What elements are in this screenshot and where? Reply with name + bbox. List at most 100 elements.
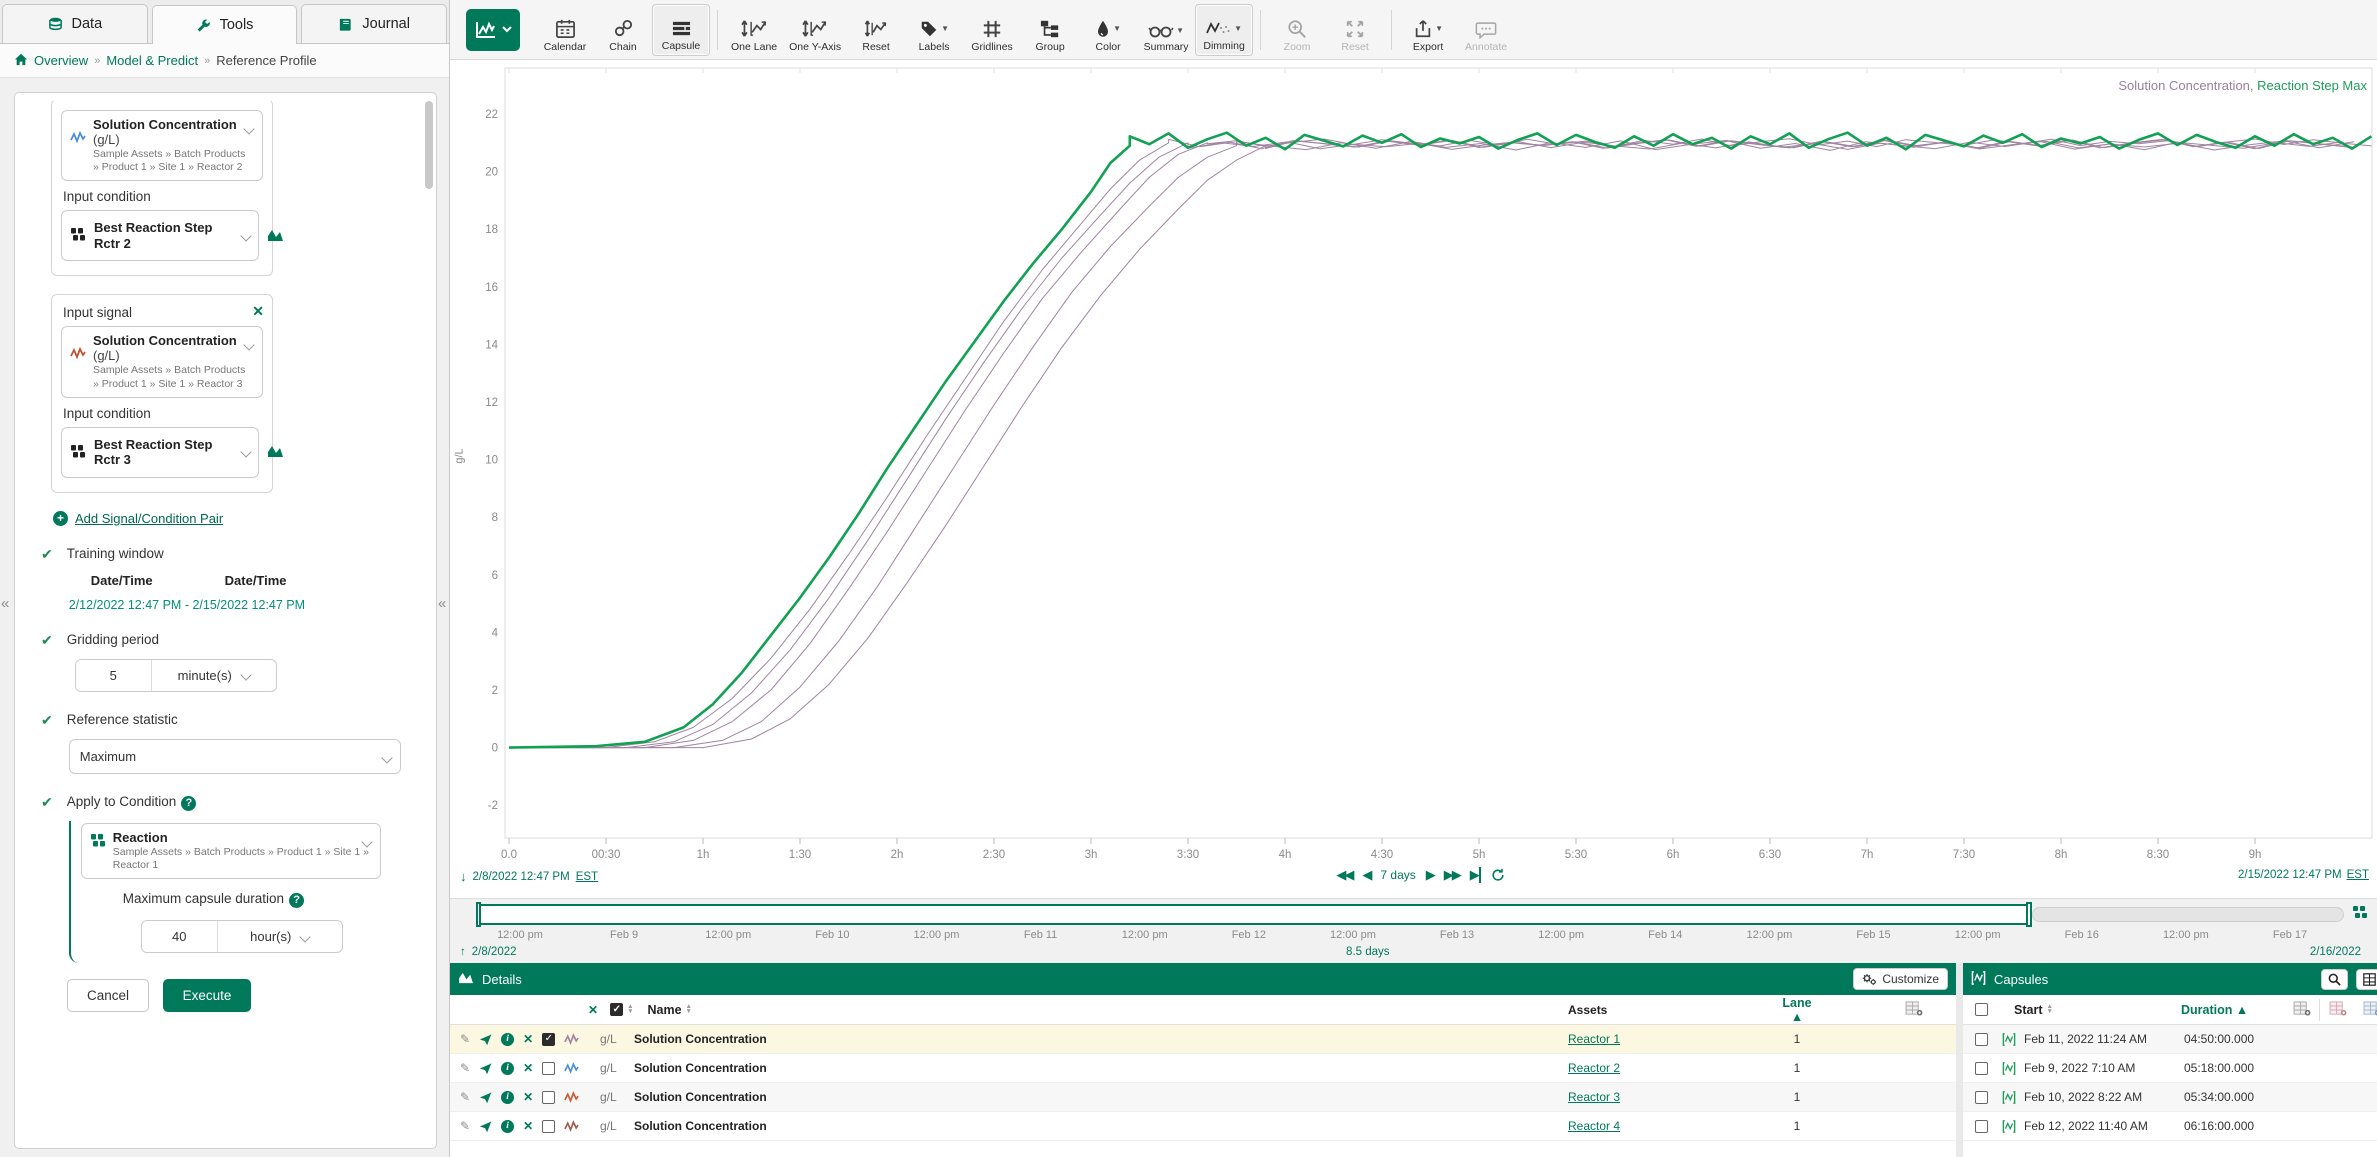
name-column-header[interactable]: Name <box>647 1002 682 1017</box>
range-start-date[interactable]: 2/8/2022 12:47 PM <box>472 870 570 883</box>
input-condition-select-1[interactable]: Best Reaction Step Rctr 2 <box>61 210 259 262</box>
timezone-link[interactable]: EST <box>2346 869 2369 881</box>
row-checkbox[interactable] <box>542 1090 556 1104</box>
reference-statistic-select[interactable]: Maximum <box>68 738 401 774</box>
apply-condition-select[interactable]: Reaction Sample Assets » Batch Products … <box>80 822 381 880</box>
add-signal-condition-pair-link[interactable]: Add Signal/Condition Pair <box>75 510 224 526</box>
chart-type-dropdown-button[interactable] <box>466 8 520 51</box>
remove-icon[interactable]: ✕ <box>523 1119 534 1133</box>
input-condition-select-2[interactable]: Best Reaction Step Rctr 3 <box>61 426 259 478</box>
timebar-track[interactable] <box>2032 907 2344 922</box>
execute-button[interactable]: Execute <box>163 979 251 1013</box>
max-duration-unit-select[interactable]: hour(s) <box>218 921 342 952</box>
capsule-row[interactable]: Feb 12, 2022 11:40 AM 06:16:00.000 <box>1963 1112 2377 1141</box>
assets-column-header[interactable]: Assets <box>1568 1002 1608 1017</box>
row-checkbox[interactable] <box>542 1119 556 1133</box>
capsule-search-button[interactable] <box>2321 968 2348 990</box>
series-solution-concentration-4[interactable] <box>509 140 2354 749</box>
tab-journal[interactable]: Journal <box>301 4 448 43</box>
view-on-chart-icon[interactable] <box>267 443 284 461</box>
send-icon[interactable] <box>479 1033 492 1046</box>
toolbar-annotate-button[interactable]: Annotate <box>1457 4 1515 56</box>
collapse-left-edge-icon[interactable]: « <box>1 595 10 612</box>
input-signal-select-1[interactable]: Solution Concentration (g/L) Sample Asse… <box>61 110 263 182</box>
customize-button[interactable]: Customize <box>1853 968 1948 990</box>
step-forward-full-icon[interactable]: ▶▶ <box>1443 867 1462 882</box>
send-icon[interactable] <box>479 1120 492 1133</box>
sort-icon[interactable]: ▲ ▼ <box>685 1003 692 1015</box>
max-duration-value-input[interactable] <box>141 921 218 953</box>
toolbar-reset-zoom-button[interactable]: Reset <box>1326 4 1384 56</box>
send-icon[interactable] <box>479 1091 492 1104</box>
select-all-checkbox[interactable] <box>610 1003 624 1016</box>
timebar-start-date[interactable]: 2/8/2022 <box>471 946 517 958</box>
asset-link[interactable]: Reactor 2 <box>1568 1061 1621 1075</box>
timebar-left-handle[interactable] <box>476 902 481 927</box>
details-row-reactor-3[interactable]: ✎ i ✕ g/L Solution Concentration Reactor 3 1 <box>450 1083 1956 1112</box>
toolbar-dimming-button[interactable]: ▼ Dimming <box>1195 3 1254 56</box>
toolbar-zoom-button[interactable]: Zoom <box>1268 4 1326 56</box>
start-column-header[interactable]: Start <box>2014 1002 2043 1017</box>
sort-icon[interactable]: ▲ ▼ <box>627 1003 634 1015</box>
toolbar-gridlines-button[interactable]: Gridlines <box>963 4 1021 56</box>
view-on-chart-icon[interactable] <box>267 227 284 245</box>
range-start-arrow-icon[interactable]: ↓ <box>460 869 467 884</box>
duration-column-header[interactable]: Duration ▲ <box>2181 1002 2249 1017</box>
info-icon[interactable]: i <box>501 1090 515 1104</box>
series-solution-concentration-3[interactable] <box>509 138 2372 749</box>
capsule-row[interactable]: Feb 10, 2022 8:22 AM 05:34:00.000 <box>1963 1083 2377 1112</box>
gridding-unit-select[interactable]: minute(s) <box>152 660 276 691</box>
toolbar-color-button[interactable]: ▼ Color <box>1079 4 1137 56</box>
add-column-icon[interactable] <box>1905 1000 1923 1019</box>
edit-pencil-icon[interactable]: ✎ <box>460 1119 471 1133</box>
duration-range-label[interactable]: 7 days <box>1380 868 1416 882</box>
capsule-checkbox[interactable] <box>1975 1032 1988 1046</box>
details-row-reactor-1[interactable]: ✎ i ✕ g/L Solution Concentration Reactor 1 1 <box>450 1025 1956 1054</box>
gridding-value-input[interactable] <box>75 659 152 691</box>
remove-pair-icon[interactable]: ✕ <box>252 303 264 320</box>
toolbar-summary-button[interactable]: ▼ Summary <box>1137 4 1195 56</box>
select-all-capsules-checkbox[interactable] <box>1975 1003 1988 1016</box>
timezone-link[interactable]: EST <box>575 870 599 883</box>
input-signal-select-2[interactable]: Solution Concentration (g/L) Sample Asse… <box>61 326 263 398</box>
toolbar-capsule-button[interactable]: Capsule <box>652 3 710 56</box>
add-column-icon[interactable] <box>2293 1000 2311 1019</box>
home-icon[interactable] <box>14 53 28 69</box>
trend-chart[interactable]: Solution Concentration, Reaction Step Ma… <box>450 60 2377 861</box>
help-icon[interactable]: ? <box>289 893 305 909</box>
row-checkbox[interactable] <box>542 1032 556 1046</box>
refresh-icon[interactable] <box>1491 868 1505 882</box>
toolbar-export-button[interactable]: ▼ Export <box>1399 4 1457 56</box>
send-icon[interactable] <box>479 1062 492 1075</box>
info-icon[interactable]: i <box>501 1061 515 1075</box>
toolbar-reset-axis-button[interactable]: Reset <box>847 4 905 56</box>
training-start[interactable]: 2/12/2022 12:47 PM <box>68 597 182 612</box>
capsule-checkbox[interactable] <box>1975 1119 1988 1133</box>
remove-all-icon[interactable]: ✕ <box>588 1002 599 1017</box>
lane-column-header[interactable]: Lane ▲ <box>1782 995 1812 1024</box>
toolbar-one-lane-button[interactable]: One Lane <box>725 4 783 56</box>
capsule-checkbox[interactable] <box>1975 1061 1988 1075</box>
timebar-right-handle[interactable] <box>2026 902 2032 927</box>
breadcrumb-model-predict[interactable]: Model & Predict <box>106 53 199 68</box>
step-back-full-icon[interactable]: ◀◀ <box>1336 867 1354 882</box>
remove-icon[interactable]: ✕ <box>523 1032 534 1046</box>
sort-icon[interactable]: ▲ ▼ <box>2046 1003 2053 1015</box>
asset-link[interactable]: Reactor 3 <box>1568 1090 1621 1104</box>
row-checkbox[interactable] <box>542 1061 556 1075</box>
tab-data[interactable]: Data <box>2 4 148 43</box>
asset-link[interactable]: Reactor 4 <box>1568 1119 1621 1133</box>
toolbar-one-y-axis-button[interactable]: One Y-Axis <box>783 4 847 56</box>
edit-pencil-icon[interactable]: ✎ <box>460 1061 471 1075</box>
capsule-row[interactable]: Feb 11, 2022 11:24 AM 04:50:00.000 <box>1963 1025 2377 1054</box>
range-end-date[interactable]: 2/15/2022 12:47 PM <box>2238 869 2342 881</box>
capsule-checkbox[interactable] <box>1975 1090 1988 1104</box>
add-stat-column-icon[interactable] <box>2329 1000 2347 1019</box>
remove-icon[interactable]: ✕ <box>523 1061 534 1075</box>
cancel-button[interactable]: Cancel <box>67 979 149 1013</box>
collapse-sidebar-icon[interactable]: « <box>438 595 447 612</box>
step-forward-half-icon[interactable]: ▶ <box>1425 867 1436 882</box>
tab-tools[interactable]: Tools <box>151 5 298 44</box>
add-property-column-icon[interactable] <box>2363 1000 2377 1019</box>
